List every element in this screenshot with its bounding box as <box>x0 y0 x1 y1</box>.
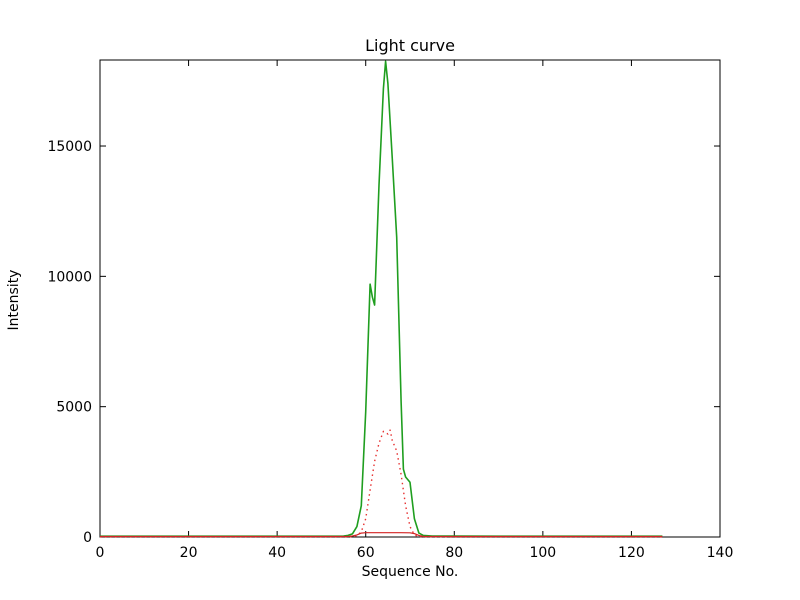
x-tick-label: 0 <box>96 545 105 561</box>
axes-frame <box>99 59 721 538</box>
y-axis-label: Intensity <box>6 269 22 331</box>
chart-title: Light curve <box>365 36 455 55</box>
x-tick-label: 140 <box>707 545 734 561</box>
series-secondary-intensity-red-dotted <box>100 429 663 538</box>
x-tick-label: 20 <box>180 545 198 561</box>
x-tick-label: 80 <box>445 545 463 561</box>
x-tick-label: 100 <box>529 545 556 561</box>
y-tick-label: 0 <box>83 530 92 546</box>
series-main-intensity-green-solid <box>100 60 663 538</box>
x-tick-label: 40 <box>268 545 286 561</box>
x-tick-label: 60 <box>357 545 375 561</box>
series-baseline-red-solid <box>100 532 663 538</box>
y-tick-label: 5000 <box>56 400 92 416</box>
y-tick-label: 10000 <box>47 269 92 285</box>
x-tick-label: 120 <box>618 545 645 561</box>
x-axis-label: Sequence No. <box>361 564 459 580</box>
y-tick-label: 15000 <box>47 139 92 155</box>
